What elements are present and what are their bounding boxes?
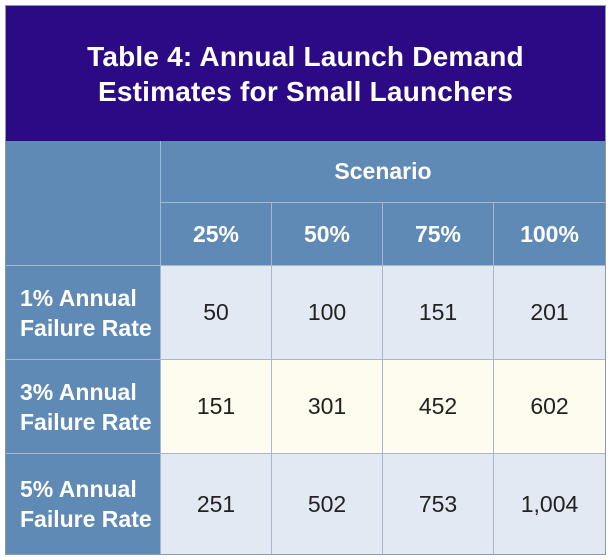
column-header-25: 25% <box>161 203 272 266</box>
table-cell: 1,004 <box>494 454 605 554</box>
table-title-line-1: Table 4: Annual Launch Demand <box>87 40 524 72</box>
table-grid: Scenario 25% 50% 75% 100% 1% Annual Fail… <box>6 141 605 554</box>
row-header-3pct: 3% Annual Failure Rate <box>6 360 161 454</box>
row-header-1pct: 1% Annual Failure Rate <box>6 266 161 360</box>
table-cell: 251 <box>161 454 272 554</box>
table-cell: 602 <box>494 360 605 454</box>
table-cell: 151 <box>383 266 494 360</box>
table-title-bar: Table 4: Annual Launch Demand Estimates … <box>6 6 605 141</box>
row-header-line-2: Failure Rate <box>20 506 152 532</box>
scenario-header: Scenario <box>161 141 605 203</box>
column-header-100: 100% <box>494 203 605 266</box>
table-title-line-2: Estimates for Small Launchers <box>97 75 514 107</box>
table-title: Table 4: Annual Launch Demand Estimates … <box>46 39 566 109</box>
column-header-75: 75% <box>383 203 494 266</box>
table-cell: 301 <box>272 360 383 454</box>
table-cell: 201 <box>494 266 605 360</box>
row-header-line-2: Failure Rate <box>20 408 152 435</box>
row-header-line-2: Failure Rate <box>20 314 152 341</box>
table-cell: 50 <box>161 266 272 360</box>
row-header-5pct: 5% Annual Failure Rate <box>6 454 161 554</box>
demand-table: Table 4: Annual Launch Demand Estimates … <box>5 5 606 555</box>
corner-cell <box>6 141 161 266</box>
table-cell: 452 <box>383 360 494 454</box>
table-cell: 151 <box>161 360 272 454</box>
table-cell: 100 <box>272 266 383 360</box>
column-header-50: 50% <box>272 203 383 266</box>
row-header-line-1: 1% Annual <box>20 284 137 311</box>
row-header-line-1: 3% Annual <box>20 378 137 405</box>
row-header-line-1: 5% Annual <box>20 476 137 502</box>
table-cell: 753 <box>383 454 494 554</box>
table-cell: 502 <box>272 454 383 554</box>
